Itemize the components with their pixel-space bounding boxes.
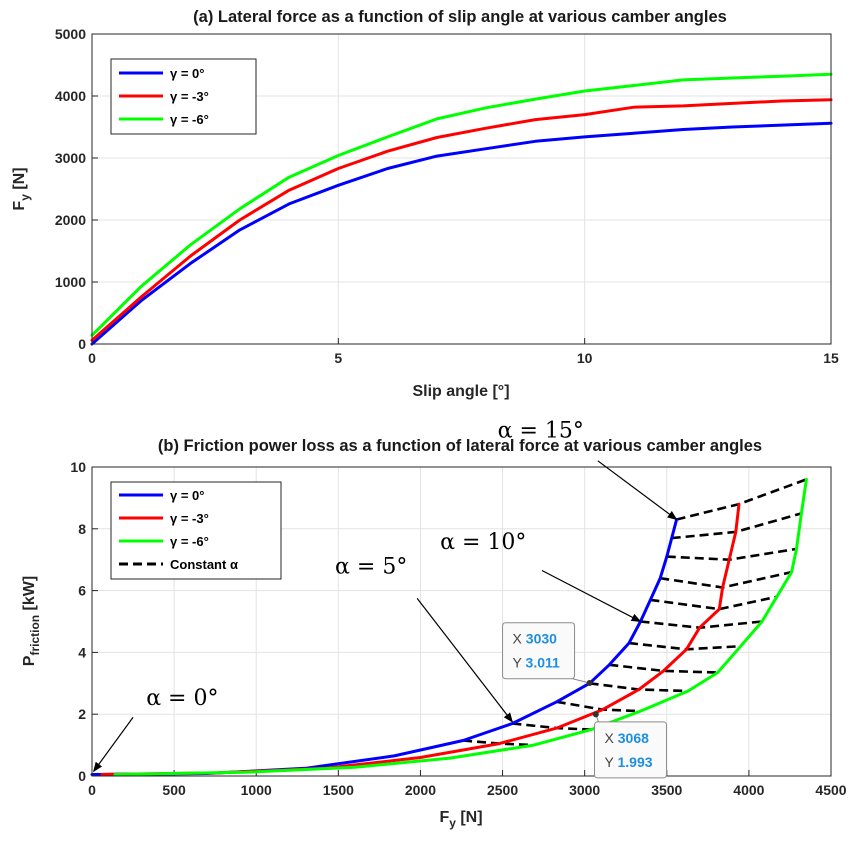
b-datatip-y-value-0: 3.011 — [526, 655, 560, 671]
b-x-tick-3: 1500 — [323, 782, 354, 798]
chart-a-y-axis-label: Fy [N] — [11, 167, 32, 210]
b-datatip-x-label-1: X — [605, 730, 618, 746]
a-y-tick-2: 2000 — [55, 212, 86, 228]
chart-a-legend-label-1: γ = -3° — [170, 89, 209, 104]
chart-a-title: (a) Lateral force as a function of slip … — [193, 8, 727, 26]
b-x-tick-8: 4000 — [733, 782, 764, 798]
b-series-line-2 — [113, 477, 808, 776]
b-y-tick-0: 0 — [78, 768, 86, 784]
a-x-tick-0: 0 — [88, 350, 96, 366]
chart-b-legend-label-0: γ = 0° — [170, 488, 204, 503]
chart-b-y-label-main: P — [21, 655, 38, 666]
chart-b-plot-frame — [91, 466, 832, 777]
b-datatip-y-label-1: Y — [605, 754, 618, 770]
b-datatip-y-row-0: Y 3.011 — [513, 655, 560, 671]
b-datatip-x-label-0: X — [513, 631, 526, 647]
chart-b-y-label-sub: friction — [28, 615, 42, 656]
chart-a-ticks: 0 5 10 15 0 1000 2000 3000 4000 5000 — [55, 26, 839, 366]
chart-b-y-label-unit: [kW] — [21, 576, 38, 615]
chart-b-legend-label-2: γ = -6° — [170, 534, 209, 549]
chart-a: (a) Lateral force as a function of slip … — [11, 8, 839, 400]
chart-a-y-label-unit: [N] — [11, 167, 28, 194]
chart-a-legend: γ = 0° γ = -3° γ = -6° — [110, 58, 257, 135]
b-y-tick-1: 2 — [78, 706, 86, 722]
b-x-tick-5: 2500 — [487, 782, 518, 798]
b-y-tick-4: 8 — [78, 521, 86, 537]
chart-a-plot-frame — [91, 33, 832, 345]
chart-a-legend-label-2: γ = -6° — [170, 112, 209, 127]
chart-b-title: (b) Friction power loss as a function of… — [158, 437, 762, 455]
a-x-tick-3: 15 — [823, 350, 839, 366]
b-datatip-box-0 — [502, 622, 576, 680]
chart-b-x-axis-label: Fy [N] — [439, 809, 482, 830]
b-datatip-marker-0 — [586, 679, 593, 686]
b-annotation-arrow-0 — [93, 716, 134, 773]
chart-b-x-label-main: F — [439, 809, 449, 826]
chart-b-x-label-unit: [N] — [456, 809, 483, 826]
b-datatip-box-1 — [594, 721, 668, 779]
a-series-line-0 — [90, 121, 833, 346]
b-x-tick-7: 3500 — [651, 782, 682, 798]
b-datatip-y-row-1: Y 1.993 — [605, 754, 653, 770]
b-x-tick-1: 500 — [162, 782, 186, 798]
b-annotation-label-1: α = 5° — [335, 555, 407, 580]
chart-a-series — [90, 72, 833, 346]
b-annotation-label-3: α = 15° — [498, 419, 584, 444]
b-series-line-1 — [100, 502, 741, 776]
chart-b-legend: γ = 0° γ = -3° γ = -6° Constant α — [110, 481, 282, 580]
b-annotation-arrow-2 — [541, 569, 642, 623]
a-y-tick-3: 3000 — [55, 150, 86, 166]
b-y-tick-5: 10 — [70, 459, 86, 475]
b-series-line-0 — [90, 518, 679, 776]
b-constant-alpha-line-11 — [676, 478, 807, 521]
b-x-tick-2: 1000 — [241, 782, 272, 798]
a-y-tick-1: 1000 — [55, 274, 86, 290]
a-x-tick-2: 10 — [577, 350, 593, 366]
chart-a-legend-label-0: γ = 0° — [170, 66, 204, 81]
b-y-tick-3: 6 — [78, 583, 86, 599]
a-x-tick-1: 5 — [334, 350, 342, 366]
a-y-tick-5: 5000 — [55, 26, 86, 42]
b-annotation-label-0: α = 0° — [146, 686, 218, 711]
chart-b-legend-label-1: γ = -3° — [170, 511, 209, 526]
b-constant-alpha-line-7 — [650, 595, 778, 611]
chart-b-y-axis-label: Pfriction [kW] — [21, 576, 42, 666]
b-datatip-x-row-0: X 3030 — [513, 631, 558, 647]
b-datatip-x-value-0: 3030 — [526, 631, 557, 647]
a-series-line-2 — [90, 72, 833, 337]
a-y-tick-4: 4000 — [55, 88, 86, 104]
a-y-tick-0: 0 — [78, 336, 86, 352]
b-constant-alpha-line-5 — [628, 641, 741, 651]
b-x-tick-0: 0 — [88, 782, 96, 798]
chart-b: (b) Friction power loss as a function of… — [21, 419, 847, 830]
b-x-tick-9: 4500 — [815, 782, 846, 798]
b-datatip-marker-1 — [592, 711, 599, 718]
a-series-line-1 — [90, 98, 833, 342]
b-x-tick-6: 3000 — [569, 782, 600, 798]
chart-a-x-axis-label: Slip angle [°] — [412, 383, 509, 400]
chart-b-series — [90, 477, 808, 776]
chart-b-annotations: α = 0° α = 5° α = 10° α = 15° — [93, 419, 678, 773]
b-annotation-label-2: α = 10° — [440, 530, 526, 555]
b-y-tick-2: 4 — [78, 644, 86, 660]
b-datatip-x-row-1: X 3068 — [605, 730, 650, 746]
b-datatip-y-value-1: 1.993 — [618, 754, 653, 770]
chart-b-ticks: 0 500 1000 1500 2000 2500 3000 3500 4000 4500 0 2 4 6… — [70, 459, 846, 798]
chart-a-y-label-main: F — [11, 201, 28, 211]
b-datatip-x-value-1: 3068 — [618, 730, 649, 746]
b-annotation-arrow-3 — [597, 460, 678, 521]
chart-b-constant-alpha-lines — [462, 478, 807, 747]
chart-b-legend-label-constant: Constant α — [170, 557, 238, 572]
chart-a-y-label-sub: y — [18, 194, 32, 201]
b-constant-alpha-line-4 — [609, 663, 718, 674]
chart-b-x-label-sub: y — [449, 816, 456, 830]
b-annotation-arrow-1 — [416, 597, 514, 723]
b-x-tick-4: 2000 — [405, 782, 436, 798]
b-datatip-y-label-0: Y — [513, 655, 526, 671]
